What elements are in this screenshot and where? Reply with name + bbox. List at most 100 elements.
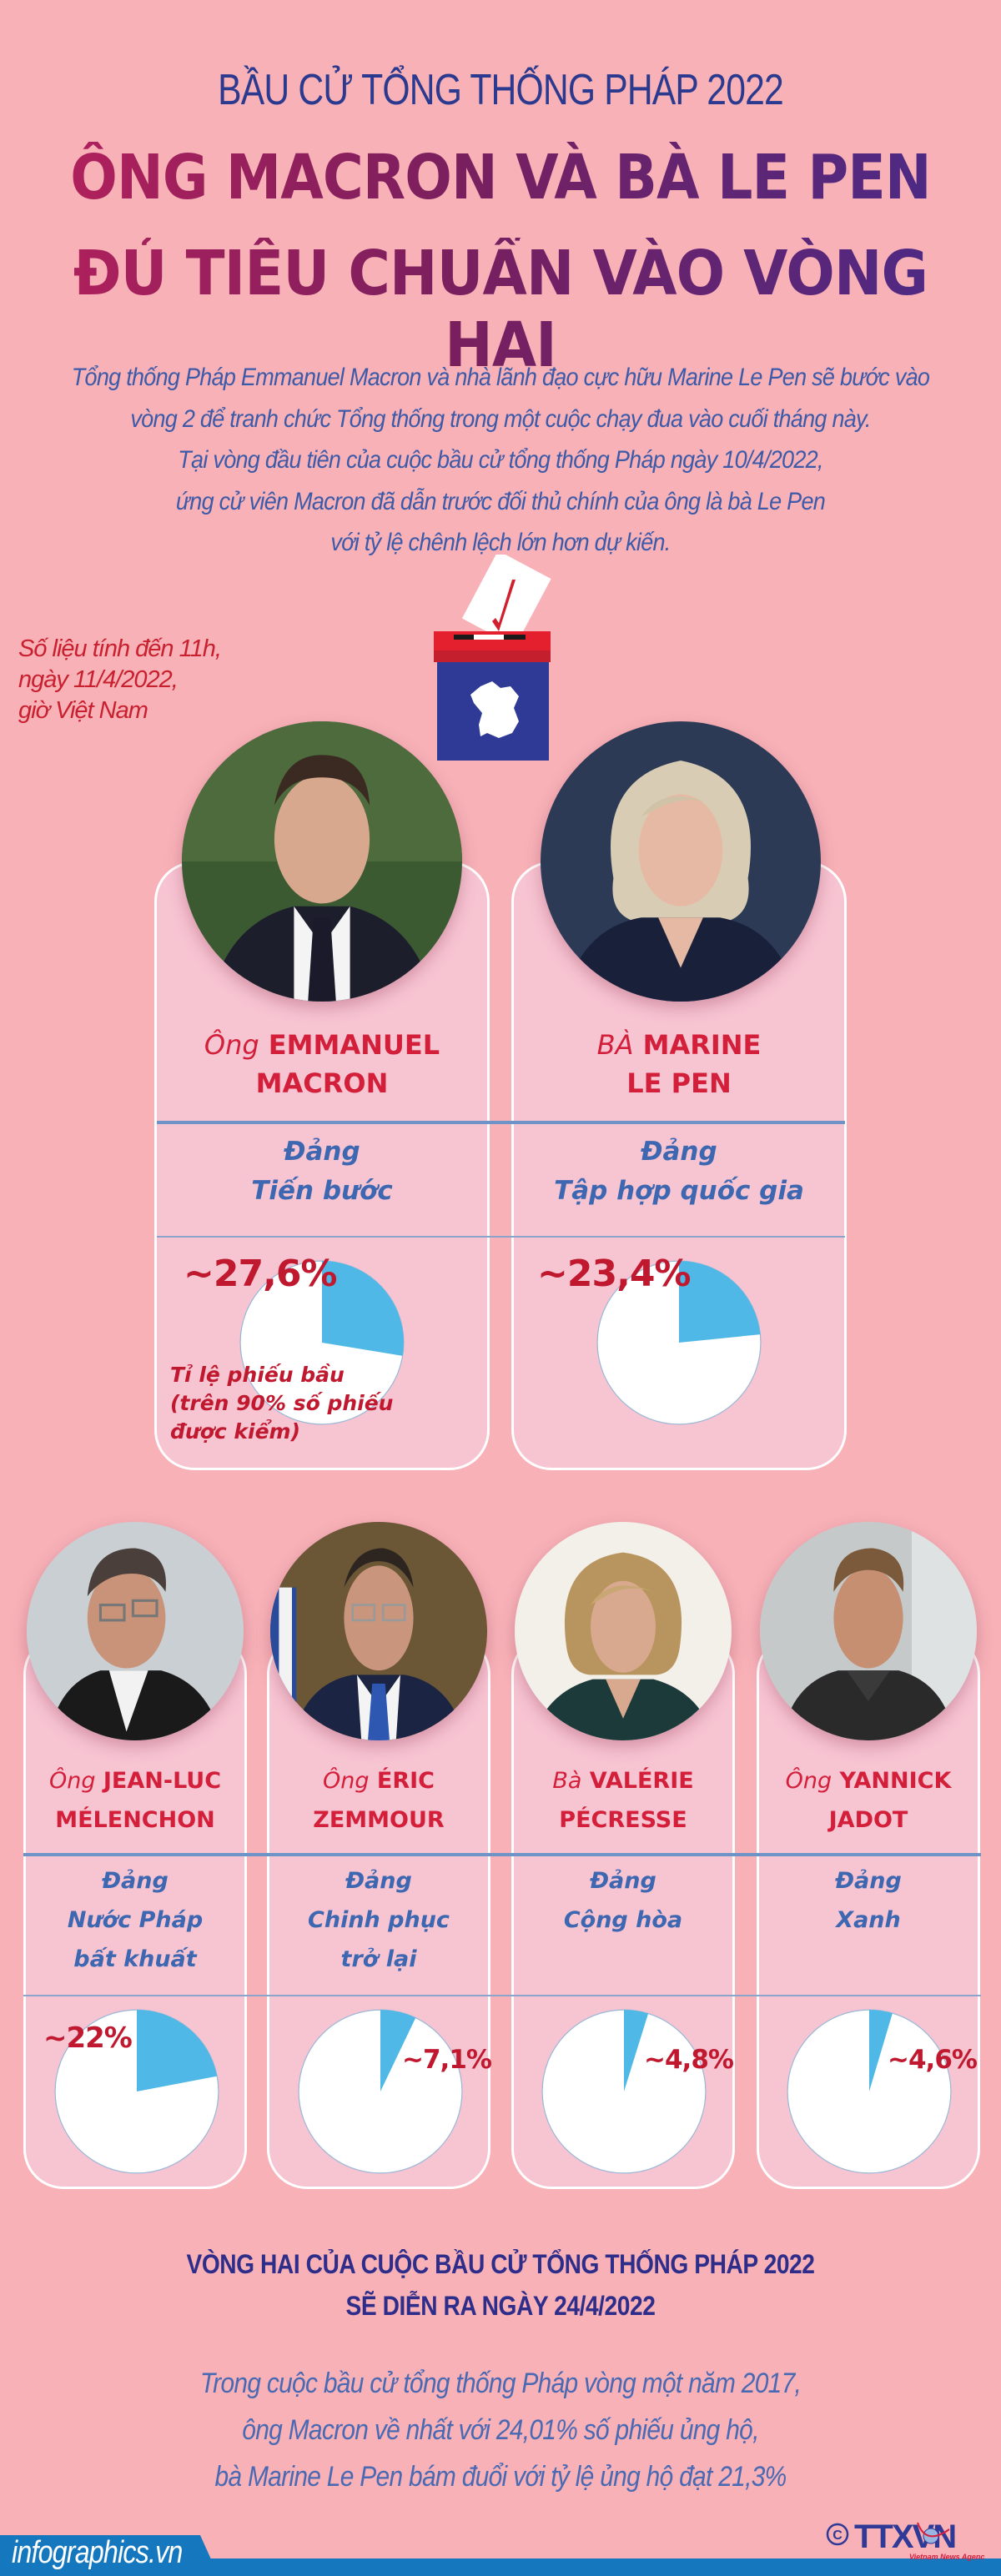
party-label: Đảng [284,1137,360,1167]
pie-slice [869,2010,893,2091]
svg-text:TTXVN: TTXVN [854,2518,955,2555]
party-zemmour: Đảng Chinh phục trở lại [267,1861,490,1979]
data-as-of-note: Số liệu tính đến 11h, ngày 11/4/2022, gi… [18,634,222,726]
name-first: VALÉRIE [589,1768,694,1794]
pie-chart-macron [237,1258,407,1428]
party-label: Đảng [102,1868,169,1894]
party-name: Tiến bước [251,1176,393,1206]
divider [157,1236,509,1238]
party-name: Chinh phục [308,1907,450,1933]
name-last: ZEMMOUR [313,1807,445,1833]
vote-share-melenchon: ~22% [43,2021,133,2055]
honorific: Ông [48,1768,96,1794]
data-note-line: Số liệu tính đến 11h, [18,635,222,662]
name-last: MACRON [255,1067,389,1099]
name-first: ÉRIC [376,1768,435,1794]
candidate-name-zemmour: Ông ÉRIC ZEMMOUR [267,1761,490,1840]
globe-icon [917,2522,950,2544]
vote-share-label: Tỉ lệ phiếu bầu (trên 90% số phiếu được … [170,1361,393,1446]
intro-line: Tại vòng đầu tiên của cuộc bầu cử tổng t… [178,446,823,474]
honorific: Ông [322,1768,370,1794]
copyright-icon: C [826,2523,849,2546]
pie-chart-zemmour [295,2006,465,2177]
pie-chart-le-pen [594,1258,764,1428]
vote-label-line: Tỉ lệ phiếu bầu [170,1363,345,1387]
vote-share-le-pen: ~23,4% [537,1253,692,1295]
headline-line-1: ÔNG MACRON VÀ BÀ LE PEN [50,142,951,213]
pie-slice [679,1261,761,1343]
name-last: LE PEN [626,1067,732,1099]
party-label: Đảng [345,1868,412,1894]
svg-text:Vietnam News Agency: Vietnam News Agency [909,2553,984,2561]
divider [157,1121,509,1124]
honorific: Ông [204,1029,259,1061]
data-note-line: ngày 11/4/2022, [18,666,179,693]
data-note-line: giờ Việt Nam [18,697,148,724]
headline-line-2: ĐỦ TIÊU CHUẨN VÀO VÒNG HAI [35,238,966,381]
avatar-jadot [760,1522,977,1740]
round-two-line: VÒNG HAI CỦA CUỘC BẦU CỬ TỔNG THỐNG PHÁP… [186,2249,815,2279]
divider [500,1121,845,1124]
party-macron: Đảng Tiến bước [154,1132,490,1211]
pie-slice [137,2010,218,2091]
party-name: Tập hợp quốc gia [554,1176,804,1206]
vote-label-line: (trên 90% số phiếu [170,1391,394,1415]
party-name: Xanh [836,1907,901,1933]
honorific: Ông [785,1768,832,1794]
avatar-zemmour [270,1522,487,1740]
party-label: Đảng [835,1868,902,1894]
honorific: BÀ [596,1029,634,1061]
party-label: Đảng [641,1137,717,1167]
intro-line: ứng cử viên Macron đã dẫn trước đối thủ … [175,487,826,515]
intro-line: với tỷ lệ chênh lệch lớn hơn dự kiến. [330,529,671,556]
candidate-name-le-pen: BÀ MARINE LE PEN [511,1026,847,1102]
footer-tab [0,2535,219,2576]
vote-share-pecresse: ~4,8% [644,2045,734,2075]
party-melenchon: Đảng Nước Pháp bất khuất [23,1861,247,1979]
divider [23,1853,981,1856]
pie-chart-melenchon [52,2006,222,2177]
history-line: ông Macron về nhất với 24,01% số phiếu ủ… [242,2414,759,2446]
name-first: EMMANUEL [268,1029,440,1061]
party-jadot: Đảng Xanh [757,1861,980,1940]
vote-share-jadot: ~4,6% [888,2045,978,2075]
party-name: Cộng hòa [563,1907,683,1933]
vote-share-zemmour: ~7,1% [402,2045,492,2075]
agency-logo: C TTXVN Vietnam News Agency [826,2506,989,2564]
candidate-name-jadot: Ông YANNICK JADOT [757,1761,980,1840]
avatar-le-pen [541,721,821,1002]
name-first: MARINE [642,1029,762,1061]
pie-slice [624,2010,649,2091]
vote-share-macron: ~27,6% [184,1253,338,1295]
divider [500,1236,845,1238]
candidate-name-macron: Ông EMMANUEL MACRON [154,1026,490,1102]
avatar-macron [182,721,462,1002]
pie-chart-pecresse [539,2006,709,2177]
intro-paragraph: Tổng thống Pháp Emmanuel Macron và nhà l… [0,357,1001,564]
pie-slice [380,2010,416,2091]
divider [23,1995,981,1996]
avatar-pecresse [515,1522,732,1740]
name-last: MÉLENCHON [55,1807,215,1833]
honorific: Bà [552,1768,582,1794]
name-last: PÉCRESSE [559,1807,687,1833]
party-pecresse: Đảng Cộng hòa [511,1861,735,1940]
site-link[interactable]: infographics.vn [12,2535,183,2570]
candidate-name-melenchon: Ông JEAN-LUC MÉLENCHON [23,1761,247,1840]
vote-label-line: được kiểm) [170,1419,301,1444]
candidate-name-pecresse: Bà VALÉRIE PÉCRESSE [511,1761,735,1840]
party-name-2: bất khuất [73,1946,197,1972]
intro-line: vòng 2 để tranh chức Tổng thống trong mộ… [130,404,871,433]
history-line: bà Marine Le Pen bám đuổi với tỷ lệ ủng … [214,2461,787,2493]
history-line: Trong cuộc bầu cử tổng thống Pháp vòng m… [199,2368,802,2399]
name-first: JEAN-LUC [103,1768,222,1794]
avatar-melenchon [27,1522,244,1740]
footer-band [0,2558,1001,2576]
intro-line: Tổng thống Pháp Emmanuel Macron và nhà l… [71,364,930,391]
kicker-title: BẦU CỬ TỔNG THỐNG PHÁP 2022 [218,66,784,114]
pie-slice [322,1261,404,1356]
round-two-announcement: VÒNG HAI CỦA CUỘC BẦU CỬ TỔNG THỐNG PHÁP… [0,2243,1001,2327]
round-two-date: SẼ DIỄN RA NGÀY 24/4/2022 [345,2291,656,2321]
party-name: Nước Pháp [67,1907,204,1933]
checkmark-icon [492,580,516,631]
